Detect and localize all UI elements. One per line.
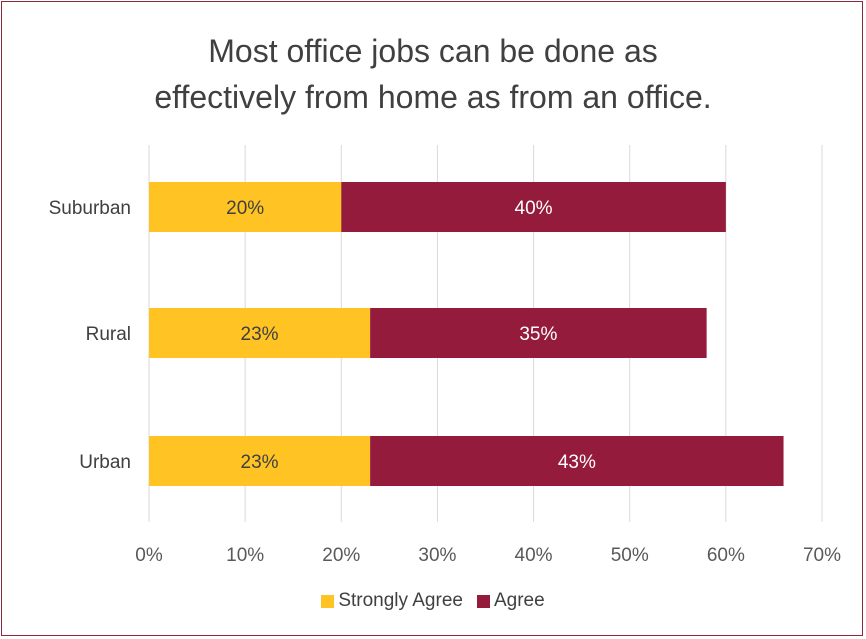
legend-swatch-agree <box>476 594 490 608</box>
legend: Strongly Agree Agree <box>0 590 866 612</box>
data-label-rural-agree: 35% <box>519 324 557 345</box>
x-tick-label-50pct: 50% <box>611 545 649 566</box>
bar-rural-agree <box>370 308 707 358</box>
x-tick-label-20pct: 20% <box>322 545 360 566</box>
data-label-urban-strongly-agree: 23% <box>241 452 279 473</box>
chart-title-line-2: effectively from home as from an office. <box>154 79 712 115</box>
x-tick-label-10pct: 10% <box>226 545 264 566</box>
x-tick-label-0pct: 0% <box>135 545 163 566</box>
bar-suburban-strongly-agree <box>149 182 342 232</box>
data-label-suburban-agree: 40% <box>515 198 553 219</box>
data-label-rural-strongly-agree: 23% <box>241 324 279 345</box>
category-label-suburban: Suburban <box>49 198 131 219</box>
data-label-urban-agree: 43% <box>558 452 596 473</box>
bar-urban-agree <box>370 436 784 486</box>
legend-label-agree: Agree <box>493 590 545 611</box>
bar-suburban-agree <box>341 182 726 232</box>
legend-item-strongly-agree: Strongly Agree <box>321 590 463 612</box>
chart-title-line-1: Most office jobs can be done as <box>208 33 658 69</box>
legend-item-agree: Agree <box>476 590 545 612</box>
category-label-urban: Urban <box>79 452 131 473</box>
legend-swatch-strongly-agree <box>321 594 335 608</box>
bar-urban-strongly-agree <box>149 436 371 486</box>
legend-label-strongly-agree: Strongly Agree <box>338 590 463 611</box>
x-tick-label-70pct: 70% <box>803 545 841 566</box>
bar-rural-strongly-agree <box>149 308 371 358</box>
x-tick-label-30pct: 30% <box>418 545 456 566</box>
chart-title: Most office jobs can be done as effectiv… <box>0 28 866 120</box>
category-label-rural: Rural <box>86 324 131 345</box>
x-tick-label-40pct: 40% <box>515 545 553 566</box>
data-label-suburban-strongly-agree: 20% <box>226 198 264 219</box>
x-tick-label-60pct: 60% <box>707 545 745 566</box>
